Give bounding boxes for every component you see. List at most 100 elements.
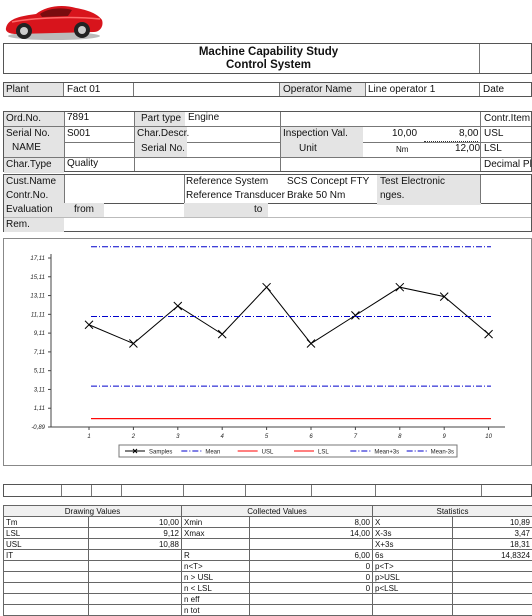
series-line-samples [89,287,489,343]
row-value [89,561,182,572]
row-label: Tm [4,517,89,528]
table-row: n<T>0 [182,561,373,572]
row-label [4,572,89,583]
sample-point [85,321,93,329]
inspection-label: Inspection Val. [283,128,348,140]
row-value: 8,00 [250,517,373,528]
row-label: n eff [182,594,250,605]
evaluation-label: Evaluation [6,204,53,216]
sample-point [218,330,226,338]
row-label: USL [4,539,89,550]
legend-label: USL [262,450,274,456]
row-value [453,583,532,594]
row-label: p<T> [373,561,453,572]
row-label [4,594,89,605]
row-value: 9,12 [89,528,182,539]
row-value: 14,00 [250,528,373,539]
rem-label: Rem. [6,219,30,231]
row-label: n<T> [182,561,250,572]
legend-label: Mean [205,450,220,456]
row-value [453,561,532,572]
row-value: 10,00 [89,517,182,528]
contr-no-label: Contr.No. [6,190,48,202]
control-chart: 17,1115,1113,1111,119,117,115,113,111,11… [3,238,532,466]
char-descr-label: Char.Descr. [137,128,189,140]
table-row [4,561,182,572]
row-label [4,583,89,594]
part-type-label: Part type [141,113,181,125]
usl-field-value: 8,00 [459,128,478,140]
y-tick-label: 3,11 [34,387,45,393]
row-value: 18,31 [453,539,532,550]
plant-row: Plant Fact 01 Operator Name Line operato… [3,82,532,97]
table-row: IT [4,550,182,561]
from-label: from [74,204,94,216]
page-title: Machine Capability Study [4,46,532,59]
row-label: X+3s [373,539,453,550]
y-tick-label: 13,11 [30,294,45,300]
serial-value: S001 [67,128,90,140]
row-label: p<LSL [373,583,453,594]
row-value: 3,47 [453,528,532,539]
legend-label: Mean+3s [374,450,399,456]
row-label: n tot [182,605,250,616]
unit-label: Unit [299,143,317,155]
sample-point [129,340,137,348]
x-tick-label: 4 [221,434,225,440]
ref-transducer-label: Reference Transducer [186,190,285,202]
table-row: n eff [182,594,373,605]
unit-value: Nm [396,144,408,156]
sample-point [485,330,493,338]
row-value [250,605,373,616]
row-value [89,605,182,616]
row-label: 6s [373,550,453,561]
operator-label: Operator Name [283,84,352,96]
sample-point [440,293,448,301]
table-row [182,539,373,550]
row-label: R [182,550,250,561]
row-label: n < LSL [182,583,250,594]
row-value [453,572,532,583]
y-tick-label: 11,11 [31,312,45,318]
collected-values-header: Collected Values [182,506,373,517]
car-logo [2,0,106,42]
row-value: 6,00 [250,550,373,561]
table-row [4,605,182,616]
table-row: p<T> [373,561,532,572]
name-label: NAME [12,142,41,154]
ord-label: Ord.No. [6,113,41,125]
row-label: IT [4,550,89,561]
legend-label: Samples [149,450,172,456]
row-value [89,583,182,594]
to-label: to [254,204,262,216]
x-tick-label: 9 [443,434,447,440]
row-value: 14,8324 [453,550,532,561]
row-label [373,594,453,605]
order-block: Ord.No. 7891 Part type Engine Contr.Item… [3,111,532,172]
x-tick-label: 8 [398,434,402,440]
reference-block: Cust.Name Contr.No. Reference System SCS… [3,174,532,204]
row-value [250,594,373,605]
table-row [373,594,532,605]
sample-point [174,302,182,310]
ref-transducer-value: Brake 50 Nm [287,190,345,202]
usl-label: USL [484,128,503,140]
empty-row [3,484,532,497]
serial2-label: Serial No. [141,143,185,155]
evaluation-block: Evaluation from to Rem. [3,203,532,232]
row-value [89,550,182,561]
row-label: X [373,517,453,528]
y-tick-label: 7,11 [34,350,45,356]
row-value: 10,88 [89,539,182,550]
y-tick-label: 9,11 [34,331,45,337]
x-tick-label: 5 [265,434,269,440]
table-row [4,583,182,594]
x-tick-label: 3 [176,434,180,440]
inspection-value: 10,00 [392,128,417,140]
contr-item-label: Contr.Item [484,113,530,125]
